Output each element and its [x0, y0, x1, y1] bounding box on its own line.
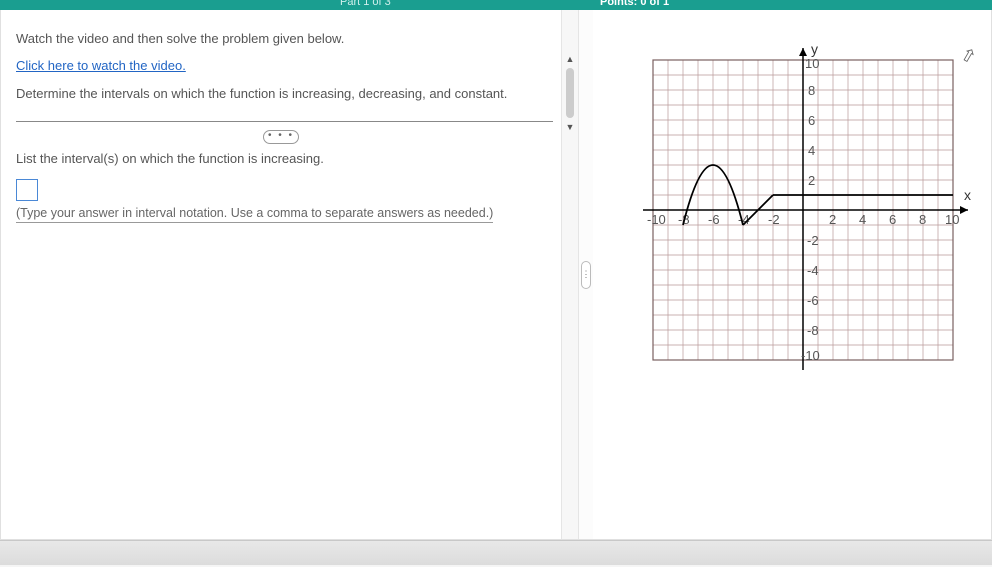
- content-area: Watch the video and then solve the probl…: [0, 10, 992, 540]
- coordinate-graph: -10 -8 -6 -4 -2 2 4 6 8 10 2 4 6 8 10: [633, 40, 973, 400]
- answer-hint: (Type your answer in interval notation. …: [16, 206, 493, 223]
- footer-bar: [0, 540, 992, 565]
- svg-text:10: 10: [805, 56, 819, 71]
- svg-text:10: 10: [945, 212, 959, 227]
- svg-text:4: 4: [859, 212, 866, 227]
- scroll-thumb[interactable]: [566, 68, 574, 118]
- svg-text:-6: -6: [708, 212, 720, 227]
- svg-text:-6: -6: [807, 293, 819, 308]
- intro-text: Watch the video and then solve the probl…: [16, 30, 553, 48]
- svg-text:-10: -10: [801, 348, 820, 363]
- svg-text:2: 2: [808, 173, 815, 188]
- problem-statement: Determine the intervals on which the fun…: [16, 85, 553, 103]
- svg-text:2: 2: [829, 212, 836, 227]
- points-label: Points: 0 of 1: [600, 0, 669, 8]
- problem-panel: Watch the video and then solve the probl…: [1, 10, 561, 539]
- question-text: List the interval(s) on which the functi…: [16, 150, 553, 168]
- scroll-column: ▲ ▼: [561, 10, 579, 539]
- divider-handle[interactable]: ⋮: [581, 261, 591, 289]
- graph-container: -10 -8 -6 -4 -2 2 4 6 8 10 2 4 6 8 10: [633, 40, 973, 400]
- svg-text:y: y: [811, 41, 818, 57]
- svg-text:4: 4: [808, 143, 815, 158]
- svg-text:8: 8: [919, 212, 926, 227]
- panel-divider: ⋮: [579, 10, 593, 539]
- answer-input[interactable]: [16, 179, 38, 201]
- svg-text:-10: -10: [647, 212, 666, 227]
- part-label: Part 1 of 3: [340, 0, 391, 8]
- scroll-up-icon[interactable]: ▲: [566, 54, 575, 64]
- header-bar: Part 1 of 3 Points: 0 of 1: [0, 0, 992, 10]
- axes: [643, 48, 968, 370]
- expand-ellipsis-button[interactable]: • • •: [263, 130, 299, 144]
- svg-text:-8: -8: [807, 323, 819, 338]
- scroll-down-icon[interactable]: ▼: [566, 122, 575, 132]
- svg-text:6: 6: [808, 113, 815, 128]
- svg-text:-2: -2: [807, 233, 819, 248]
- svg-text:8: 8: [808, 83, 815, 98]
- separator-line: [16, 121, 553, 122]
- video-link[interactable]: Click here to watch the video.: [16, 58, 186, 73]
- svg-text:-2: -2: [768, 212, 780, 227]
- svg-text:-4: -4: [807, 263, 819, 278]
- graph-panel: ⬀: [593, 10, 991, 539]
- svg-text:6: 6: [889, 212, 896, 227]
- svg-text:x: x: [964, 187, 971, 203]
